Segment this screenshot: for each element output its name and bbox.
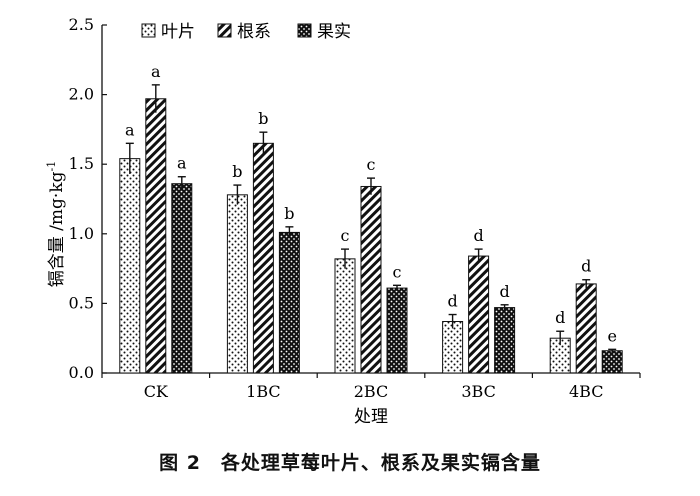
significance-letter: d — [473, 226, 483, 245]
x-tick-label: 4BC — [569, 382, 603, 401]
legend-label: 叶片 — [161, 22, 195, 42]
bar — [468, 255, 490, 374]
x-axis-title: 处理 — [354, 407, 388, 427]
x-tick-label: 1BC — [246, 382, 280, 401]
y-tick-label: 1.0 — [69, 224, 94, 243]
y-tick-label: 2.0 — [69, 85, 94, 104]
bar — [334, 258, 356, 374]
bar — [575, 283, 597, 374]
bar — [601, 350, 623, 374]
significance-letter: a — [151, 62, 161, 81]
figure-caption: 图 2 各处理草莓叶片、根系及果实镉含量 — [159, 452, 541, 474]
bars-group: a a a b b b c c c d d d d d e — [119, 62, 623, 374]
significance-letter: d — [555, 308, 565, 327]
y-tick-label: 0.5 — [69, 293, 94, 312]
bar — [145, 98, 167, 374]
significance-letter: d — [447, 292, 457, 311]
x-tick-label: CK — [144, 382, 169, 401]
bar — [442, 320, 464, 374]
bar — [494, 307, 516, 374]
significance-letter: d — [581, 257, 591, 276]
x-axis: CK 1BC 2BC 3BC 4BC — [101, 372, 641, 401]
y-axis-title-text: 镉含量 /mg·kg — [47, 171, 67, 287]
x-tick-label: 2BC — [354, 382, 388, 401]
bar — [171, 183, 193, 374]
x-tick-label: 3BC — [461, 382, 495, 401]
legend-swatch — [217, 23, 232, 38]
bar — [252, 142, 274, 374]
significance-letter: a — [177, 154, 187, 173]
y-tick-label: 2.5 — [69, 15, 94, 34]
legend-swatch — [141, 23, 156, 38]
significance-letter: b — [232, 162, 242, 181]
significance-letter: c — [393, 262, 402, 281]
bar — [360, 185, 382, 374]
bar — [226, 194, 248, 374]
legend-label: 根系 — [237, 22, 271, 42]
significance-letter: d — [499, 282, 509, 301]
bar — [278, 231, 300, 374]
legend-label: 果实 — [317, 22, 351, 42]
y-axis-title-superscript: -1 — [45, 161, 58, 172]
y-axis: 0.0 0.5 1.0 1.5 2.0 2.5 — [69, 15, 107, 382]
bar-chart: 0.0 0.5 1.0 1.5 2.0 2.5 CK 1BC 2BC 3BC 4BC a a a b b b… — [45, 15, 641, 427]
significance-letter: b — [284, 204, 294, 223]
significance-letter: e — [607, 326, 616, 345]
significance-letter: b — [258, 109, 268, 128]
y-tick-label: 1.5 — [69, 154, 94, 173]
bar — [386, 287, 408, 374]
legend-swatch — [297, 23, 312, 38]
legend: 叶片 根系 果实 — [141, 22, 351, 42]
bar — [119, 158, 141, 374]
y-axis-title: 镉含量 /mg·kg-1 — [45, 161, 67, 287]
significance-letter: a — [125, 120, 135, 139]
significance-letter: c — [367, 155, 376, 174]
y-tick-label: 0.0 — [69, 363, 94, 382]
significance-letter: c — [341, 226, 350, 245]
